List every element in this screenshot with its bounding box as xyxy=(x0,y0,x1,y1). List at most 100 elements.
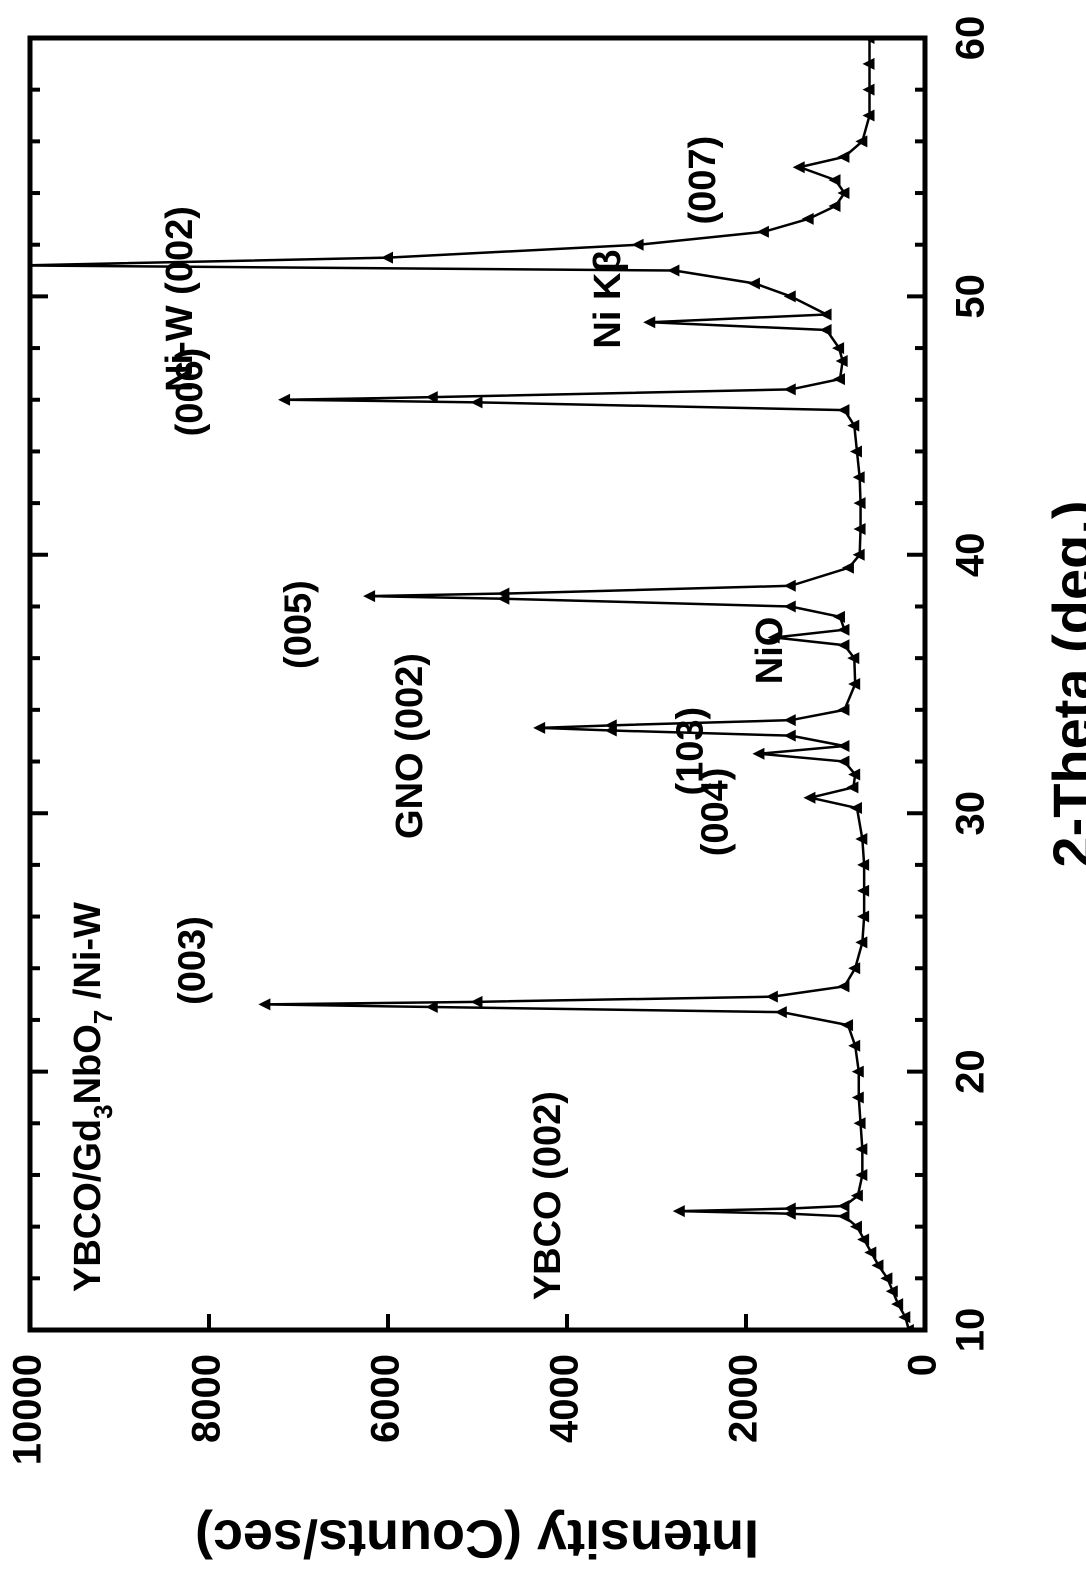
data-marker xyxy=(832,373,845,386)
sample-label: YBCO/Gd3NbO7 /Ni-W xyxy=(67,902,118,1292)
x-tick-label: 50 xyxy=(949,274,993,319)
data-marker xyxy=(852,548,865,561)
data-marker xyxy=(837,187,850,200)
data-marker xyxy=(14,259,26,271)
rotated-plot: 2-Theta (deg.) Intensity (Counts/sec) 0 2… xyxy=(6,16,1086,1569)
y-tick-label: 2000 xyxy=(722,1354,766,1443)
data-marker xyxy=(828,174,841,187)
x-tick-label: 20 xyxy=(949,1049,993,1094)
data-marker xyxy=(847,652,860,665)
peak-label: (005) xyxy=(277,580,319,669)
data-marker xyxy=(832,342,845,355)
data-marker xyxy=(853,497,866,510)
data-marker xyxy=(853,522,866,535)
data-marker xyxy=(604,719,617,732)
data-marker xyxy=(470,396,483,409)
plot-frame xyxy=(27,35,928,1333)
data-marker xyxy=(855,1143,868,1156)
y-axis-title: Intensity (Counts/sec) xyxy=(195,1509,759,1569)
data-marker xyxy=(841,1019,854,1032)
data-marker xyxy=(756,225,769,238)
data-marker xyxy=(381,251,393,264)
data-marker xyxy=(846,781,859,794)
data-marker xyxy=(470,995,483,1008)
data-marker xyxy=(852,471,865,484)
peak-label: GNO (002) xyxy=(389,653,431,839)
peak-label: Ni-W (002) xyxy=(159,206,201,392)
data-marker xyxy=(857,1233,870,1246)
data-marker xyxy=(783,290,796,303)
data-marker xyxy=(855,135,868,148)
data-marker xyxy=(752,747,765,760)
data-marker xyxy=(835,355,848,367)
data-marker xyxy=(832,610,845,623)
data-marker xyxy=(891,1298,904,1311)
data-marker xyxy=(855,1168,868,1181)
y-tick-label: 10000 xyxy=(6,1354,50,1465)
data-marker xyxy=(857,858,870,871)
data-marker xyxy=(851,1065,864,1078)
data-marker xyxy=(850,1189,863,1202)
data-marker xyxy=(747,277,760,290)
data-marker xyxy=(792,161,805,174)
data-marker xyxy=(851,1091,864,1104)
sample-label-part: 7 xyxy=(88,1010,118,1024)
data-marker xyxy=(862,83,875,96)
data-marker xyxy=(533,721,546,734)
data-marker xyxy=(774,1006,787,1019)
peak-label: (007) xyxy=(682,136,724,225)
data-marker xyxy=(837,150,850,163)
data-marker xyxy=(767,631,780,644)
data-marker xyxy=(857,910,870,923)
data-marker xyxy=(667,264,680,277)
data-marker xyxy=(765,990,778,1003)
data-marker xyxy=(783,579,796,592)
data-marker xyxy=(848,678,861,690)
data-marker xyxy=(857,884,870,897)
y-tick-label: 0 xyxy=(901,1354,945,1376)
data-marker xyxy=(848,1039,861,1052)
data-marker xyxy=(849,802,862,815)
data-marker xyxy=(643,316,656,329)
data-marker xyxy=(819,323,832,336)
data-marker xyxy=(901,1324,914,1330)
plot-area xyxy=(14,38,914,1330)
data-marker xyxy=(672,1205,685,1218)
data-marker xyxy=(425,1001,438,1013)
peak-label: YBCO (002) xyxy=(527,1091,569,1300)
data-marker xyxy=(828,199,841,212)
data-marker xyxy=(885,1285,898,1298)
peak-label: Ni Kβ xyxy=(587,249,629,348)
data-marker xyxy=(855,936,868,949)
data-marker xyxy=(837,404,850,417)
data-marker xyxy=(783,714,796,727)
sample-label-part: 3 xyxy=(88,1104,118,1118)
x-axis-title: 2-Theta (deg.) xyxy=(1041,500,1086,867)
data-marker xyxy=(783,729,796,742)
data-marker xyxy=(848,962,861,975)
x-tick-label: 60 xyxy=(949,16,993,61)
data-marker xyxy=(849,1220,862,1233)
data-marker xyxy=(837,639,850,652)
data-marker xyxy=(837,1199,850,1212)
data-marker xyxy=(425,391,438,404)
data-marker xyxy=(837,623,850,636)
peak-label: (003) xyxy=(172,916,214,1005)
data-marker xyxy=(837,755,850,768)
data-marker xyxy=(847,419,860,432)
data-marker xyxy=(837,740,850,753)
data-marker xyxy=(783,1202,796,1215)
data-marker xyxy=(803,791,816,804)
data-marker xyxy=(848,768,861,781)
sample-label-part: /Ni-W xyxy=(67,902,109,1010)
data-marker xyxy=(862,57,875,70)
peak-label: (006) xyxy=(169,348,211,437)
data-marker xyxy=(819,308,832,321)
data-marker xyxy=(864,1246,877,1259)
sample-label-part: YBCO/Gd xyxy=(67,1119,109,1292)
y-tick-label: 4000 xyxy=(543,1354,587,1443)
peak-label: (004) xyxy=(694,768,736,857)
data-marker xyxy=(862,38,875,44)
